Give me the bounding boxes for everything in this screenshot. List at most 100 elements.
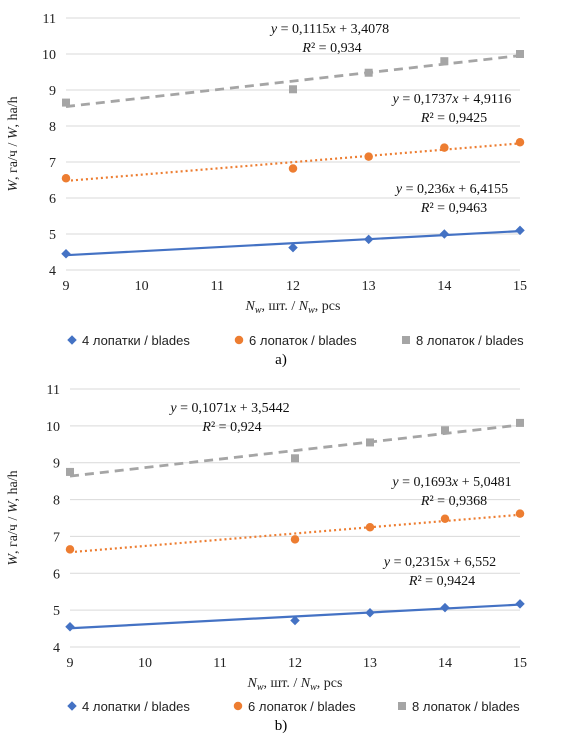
trendline-series-3 [69, 423, 521, 478]
x-tick-label: 11 [211, 279, 224, 294]
r-squared-series-3: R² = 0,9463 [420, 201, 487, 216]
trendline-series-2 [65, 142, 521, 182]
legend-marker-series-1 [67, 701, 77, 711]
caption-b: b) [274, 718, 288, 734]
data-point-series-2 [440, 514, 450, 523]
x-tick-label: 15 [513, 279, 527, 294]
y-tick-label: 5 [53, 604, 60, 619]
r-squared-series-1: R² = 0,934 [301, 41, 361, 56]
data-point-series-3 [441, 426, 449, 435]
chart-a: 4 5 6 7 8 9 10 11 9 10 11 12 13 14 15 Nw, шт. / Nw, pcs… [6, 12, 527, 348]
y-tick-label: 7 [53, 530, 60, 545]
legend-marker-series-3 [402, 336, 410, 344]
legend-item-series-3: 8 лопаток / blades [402, 333, 524, 348]
x-axis-label: Nw, шт. / Nw, pcs [247, 676, 343, 693]
legend-label-series-2: 6 лопаток / blades [248, 699, 356, 714]
data-point-series-2 [288, 164, 298, 173]
x-tick-label: 10 [138, 656, 152, 671]
legend-item-series-1: 4 лопатки / blades [67, 333, 190, 348]
x-tick-label: 13 [363, 656, 377, 671]
legend-marker-series-2 [233, 701, 243, 711]
data-point-series-2 [515, 509, 525, 518]
trendline-equation-series-1: y = 0,1115x + 3,4078 [269, 22, 389, 37]
chart-b: 4 5 6 7 8 9 10 11 9 10 11 12 13 14 15 Nw, шт. / Nw, pcs… [6, 383, 527, 714]
x-tick-label: 9 [67, 656, 74, 671]
data-point-series-1 [515, 599, 525, 609]
legend-label-series-3: 8 лопаток / blades [412, 699, 520, 714]
data-point-series-1 [290, 615, 300, 626]
x-tick-label: 12 [286, 279, 300, 294]
y-tick-label: 9 [49, 84, 56, 99]
chart-panel-b: 4 5 6 7 8 9 10 11 9 10 11 12 13 14 15 Nw, шт. / Nw, pcs… [0, 375, 562, 743]
data-point-series-1 [439, 229, 450, 239]
data-point-series-3 [289, 85, 297, 94]
legend-marker-series-3 [398, 702, 406, 710]
data-point-series-2 [515, 137, 525, 147]
data-point-series-3 [366, 438, 374, 447]
data-point-series-1 [363, 234, 374, 245]
data-point-series-1 [61, 249, 71, 259]
legend-marker-series-2 [234, 335, 244, 345]
legend-label-series-3: 8 лопаток / blades [416, 333, 524, 348]
x-tick-label: 14 [437, 279, 451, 294]
chart-panel-a: 4 5 6 7 8 9 10 11 9 10 11 12 13 14 15 Nw, шт. / Nw, pcs… [6, 12, 527, 368]
data-point-series-2 [364, 152, 373, 161]
data-point-series-3 [66, 467, 74, 476]
y-tick-label: 6 [49, 192, 56, 207]
x-tick-label: 13 [362, 279, 376, 294]
x-tick-label: 14 [438, 656, 452, 671]
y-tick-label: 10 [46, 420, 60, 435]
x-tick-label: 9 [63, 279, 70, 294]
data-point-series-1 [440, 602, 450, 613]
legend-item-series-2: 6 лопаток / blades [233, 699, 356, 714]
data-point-series-2 [61, 173, 71, 183]
legend-item-series-3: 8 лопаток / blades [398, 699, 520, 714]
r-squared-series-1: R² = 0,924 [201, 420, 261, 435]
y-axis-label: W, га/ч / W, ha/h [6, 470, 21, 565]
r-squared-series-2: R² = 0,9368 [420, 494, 487, 509]
r-squared-series-3: R² = 0,9424 [408, 574, 475, 589]
trendline-equation-series-2: y = 0,1737x + 4,9116 [391, 92, 512, 107]
data-point-series-3 [516, 50, 524, 58]
data-point-series-3 [291, 454, 299, 463]
data-point-series-2 [365, 522, 375, 532]
trendline-equation-series-2: y = 0,1693x + 5,0481 [390, 475, 511, 490]
y-tick-label: 4 [49, 264, 56, 279]
y-tick-label: 5 [49, 228, 56, 243]
legend-item-series-1: 4 лопатки / blades [67, 699, 190, 714]
r-squared-series-2: R² = 0,9425 [420, 111, 487, 126]
trendline-equation-series-3: y = 0,236x + 6,4155 [394, 182, 508, 197]
y-tick-label: 11 [47, 383, 60, 398]
caption-a: a) [275, 352, 287, 368]
y-tick-label: 9 [53, 457, 60, 472]
data-point-series-3 [364, 68, 373, 77]
data-point-series-1 [515, 225, 525, 236]
y-tick-label: 8 [53, 494, 60, 509]
y-tick-label: 7 [49, 156, 56, 171]
y-tick-label: 4 [53, 641, 60, 656]
legend-marker-series-1 [67, 335, 77, 345]
y-tick-label: 11 [43, 12, 56, 27]
data-point-series-1 [65, 621, 75, 632]
legend-label-series-2: 6 лопаток / blades [249, 333, 357, 348]
y-tick-label: 6 [53, 567, 60, 582]
data-point-series-3 [440, 57, 449, 66]
x-tick-label: 12 [288, 656, 302, 671]
data-point-series-3 [516, 418, 524, 427]
data-point-series-2 [65, 545, 75, 554]
trendline-equation-series-1: y = 0,1071x + 3,5442 [168, 401, 289, 416]
x-tick-label: 11 [213, 656, 226, 671]
data-point-series-2 [290, 535, 300, 544]
y-tick-label: 8 [49, 120, 56, 135]
legend-label-series-1: 4 лопатки / blades [82, 333, 190, 348]
data-point-series-1 [365, 607, 375, 618]
x-axis-label: Nw, шт. / Nw, pcs [245, 299, 341, 316]
legend-item-series-2: 6 лопаток / blades [234, 333, 357, 348]
y-axis-label: W, га/ч / W, ha/h [6, 96, 21, 191]
legend-label-series-1: 4 лопатки / blades [82, 699, 190, 714]
data-point-series-3 [62, 98, 70, 107]
x-tick-label: 10 [135, 279, 149, 294]
y-tick-label: 10 [42, 48, 56, 63]
data-point-series-1 [288, 242, 298, 253]
trendline-equation-series-3: y = 0,2315x + 6,552 [382, 555, 496, 570]
